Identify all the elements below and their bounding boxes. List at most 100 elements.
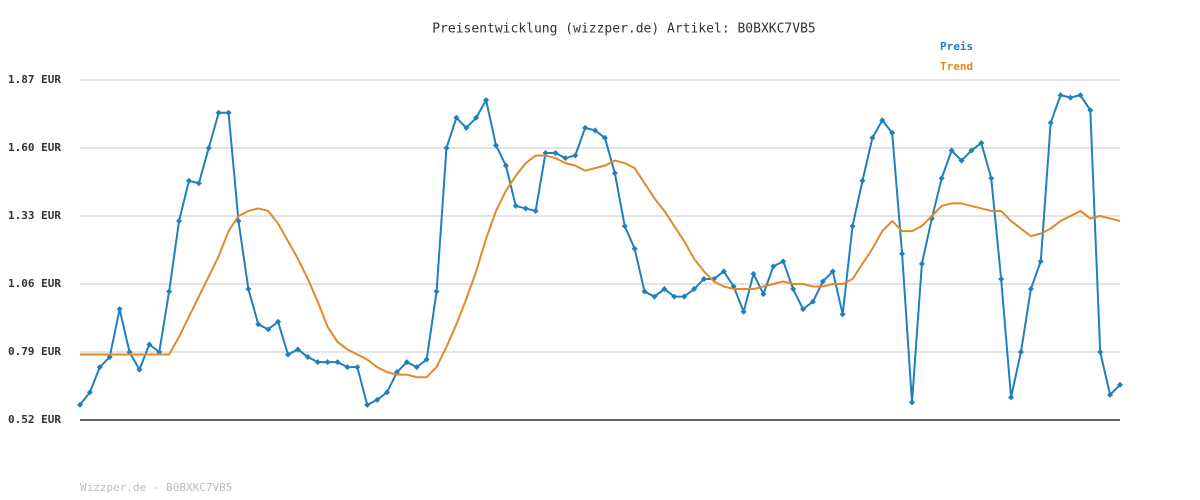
point-marker	[601, 134, 608, 141]
point-marker	[532, 207, 539, 214]
point-marker	[790, 286, 797, 293]
point-marker	[166, 288, 173, 295]
point-marker	[1037, 258, 1044, 265]
legend-label: Trend	[940, 60, 973, 73]
point-marker	[829, 268, 836, 275]
point-marker	[770, 263, 777, 270]
point-marker	[641, 288, 648, 295]
point-marker	[314, 359, 321, 366]
point-marker	[1067, 94, 1074, 101]
point-marker	[809, 298, 816, 305]
point-marker	[611, 170, 618, 177]
point-marker	[255, 321, 262, 328]
point-marker	[106, 354, 113, 361]
point-marker	[681, 293, 688, 300]
point-marker	[661, 286, 668, 293]
point-marker	[760, 291, 767, 298]
point-marker	[463, 124, 470, 131]
point-marker	[185, 177, 192, 184]
point-marker	[443, 145, 450, 151]
point-marker	[195, 180, 202, 187]
legend-label: Preis	[940, 40, 973, 53]
point-marker	[869, 134, 876, 141]
point-marker	[483, 97, 490, 104]
point-marker	[1017, 349, 1024, 355]
point-marker	[334, 359, 341, 366]
point-marker	[1107, 391, 1114, 398]
point-marker	[176, 218, 183, 225]
point-marker	[1047, 119, 1054, 126]
y-tick-label: 0.52 EUR	[8, 413, 61, 426]
series-line	[80, 154, 1121, 379]
point-marker	[275, 318, 282, 325]
point-marker	[423, 356, 430, 363]
point-marker	[96, 364, 103, 371]
point-marker	[364, 401, 371, 408]
point-marker	[582, 124, 589, 131]
point-marker	[1027, 286, 1034, 293]
point-marker	[780, 258, 787, 265]
point-marker	[542, 150, 549, 157]
y-tick-label: 1.60 EUR	[8, 141, 61, 154]
point-marker	[1008, 394, 1015, 401]
point-marker	[839, 311, 846, 318]
point-marker	[522, 205, 529, 212]
point-marker	[146, 341, 153, 348]
point-marker	[205, 145, 212, 151]
point-marker	[493, 142, 499, 149]
point-marker	[304, 354, 311, 361]
point-marker	[126, 349, 133, 355]
point-marker	[621, 223, 628, 230]
point-marker	[344, 364, 351, 371]
y-tick-label: 0.79 EUR	[8, 345, 61, 358]
point-marker	[1087, 107, 1094, 114]
footer: Wizzper.de - B0BXKC7VB5	[80, 481, 232, 494]
point-marker	[671, 293, 678, 300]
point-marker	[512, 202, 519, 209]
point-marker	[978, 139, 985, 146]
point-marker	[740, 308, 747, 315]
point-marker	[879, 117, 886, 124]
point-marker	[701, 275, 707, 282]
point-marker	[502, 162, 509, 169]
point-marker	[136, 366, 143, 373]
point-marker	[691, 286, 698, 293]
point-marker	[1097, 349, 1104, 355]
point-marker	[374, 396, 381, 403]
point-marker	[938, 175, 945, 182]
point-marker	[324, 359, 331, 366]
point-marker	[849, 223, 856, 230]
point-marker	[988, 175, 995, 182]
point-marker	[859, 177, 866, 184]
point-marker	[899, 250, 906, 257]
point-marker	[473, 114, 480, 121]
y-tick-label: 1.87 EUR	[8, 73, 61, 86]
point-marker	[1117, 381, 1123, 388]
point-marker	[384, 389, 391, 396]
point-marker	[285, 351, 291, 358]
point-marker	[889, 129, 896, 136]
point-marker	[1077, 92, 1084, 99]
point-marker	[998, 275, 1005, 282]
point-marker	[909, 399, 915, 406]
point-marker	[750, 270, 757, 277]
point-marker	[819, 278, 826, 285]
point-marker	[572, 152, 579, 159]
point-marker	[552, 150, 559, 157]
point-marker	[413, 364, 420, 371]
point-marker	[77, 401, 83, 408]
point-marker	[651, 293, 658, 300]
point-marker	[86, 389, 93, 396]
point-marker	[562, 155, 569, 162]
y-tick-label: 1.33 EUR	[8, 209, 61, 222]
point-marker	[918, 260, 925, 267]
point-marker	[958, 157, 965, 164]
point-marker	[948, 147, 955, 154]
point-marker	[354, 364, 361, 371]
point-marker	[631, 245, 638, 252]
point-marker	[433, 288, 440, 295]
point-marker	[720, 268, 727, 275]
point-marker	[245, 286, 252, 293]
point-marker	[215, 109, 222, 116]
